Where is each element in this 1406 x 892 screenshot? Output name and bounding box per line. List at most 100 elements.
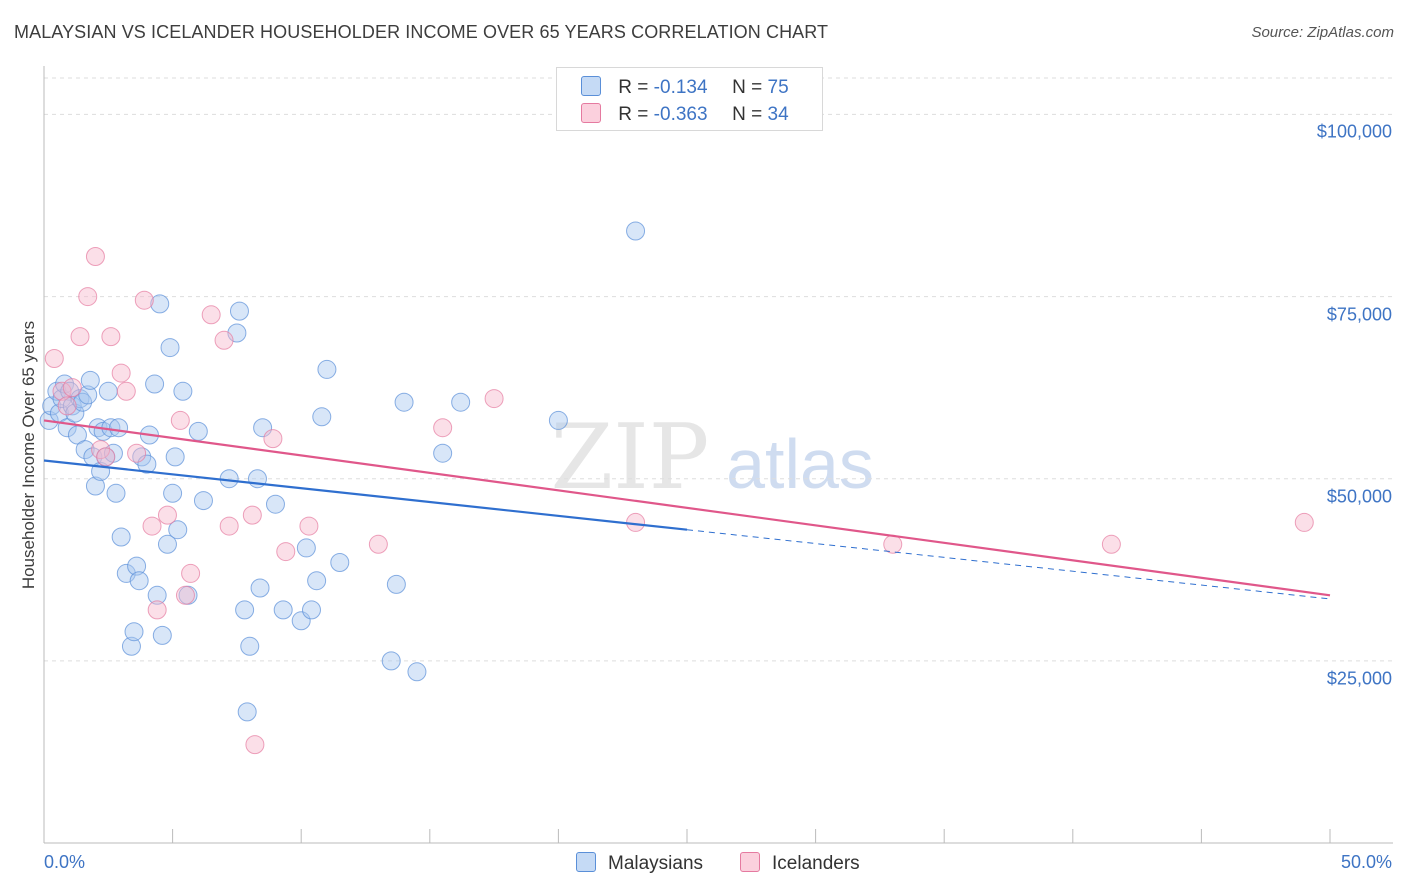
point-malaysians — [145, 374, 165, 394]
point-icelanders — [78, 287, 98, 307]
n-label: N = — [732, 104, 763, 125]
point-icelanders — [242, 505, 262, 525]
chart-source: Source: ZipAtlas.com — [1251, 24, 1394, 41]
point-malaysians — [106, 483, 126, 503]
point-malaysians — [381, 651, 401, 671]
point-icelanders — [484, 389, 504, 409]
point-malaysians — [273, 600, 293, 620]
point-malaysians — [193, 491, 213, 511]
trend-lines — [43, 419, 1331, 600]
point-malaysians — [75, 440, 95, 460]
gridlines — [44, 77, 1393, 662]
trend-line-malaysians-extension — [686, 529, 1331, 600]
point-malaysians — [626, 221, 646, 241]
malaysians-legend-swatch — [576, 852, 596, 872]
point-icelanders — [368, 534, 388, 554]
trend-line-malaysians — [43, 459, 688, 531]
point-icelanders — [157, 505, 177, 525]
point-malaysians — [78, 385, 98, 405]
point-malaysians — [65, 403, 85, 423]
point-malaysians — [317, 359, 337, 379]
point-icelanders — [127, 443, 147, 463]
watermark-atlas: atlas — [726, 425, 874, 503]
y-tick-label: $75,000 — [1326, 304, 1392, 325]
point-icelanders — [170, 410, 190, 430]
x-tick-marks — [43, 829, 1331, 843]
point-malaysians — [433, 443, 453, 463]
point-malaysians — [235, 600, 255, 620]
point-icelanders — [134, 290, 154, 310]
point-malaysians — [127, 556, 147, 576]
point-malaysians — [168, 520, 188, 540]
n-value: 34 — [767, 104, 789, 125]
point-icelanders — [245, 735, 265, 755]
y-tick-label: $50,000 — [1326, 486, 1392, 507]
point-malaysians — [394, 392, 414, 412]
point-icelanders — [96, 447, 116, 467]
point-malaysians — [85, 476, 105, 496]
point-malaysians — [150, 294, 170, 314]
point-malaysians — [165, 447, 185, 467]
point-malaysians — [407, 662, 427, 682]
legend-label: Malaysians — [608, 853, 704, 874]
point-icelanders — [201, 305, 221, 325]
point-icelanders — [57, 396, 77, 416]
legend-item-icelanders: Icelanders — [740, 852, 860, 875]
point-malaysians — [42, 396, 62, 416]
point-malaysians — [237, 702, 257, 722]
point-malaysians — [147, 585, 167, 605]
point-malaysians — [330, 553, 350, 572]
legend-label: Icelanders — [772, 853, 860, 874]
point-malaysians — [160, 338, 180, 358]
watermark-zip: ZIP — [551, 405, 710, 510]
point-icelanders — [142, 516, 162, 536]
r-label: R = — [618, 77, 649, 98]
y-tick-label: $100,000 — [1316, 121, 1392, 142]
point-malaysians — [98, 381, 118, 401]
point-icelanders — [116, 381, 136, 401]
icelanders-legend-swatch — [740, 852, 760, 872]
point-malaysians — [188, 421, 208, 441]
x-tick-label-min: 0.0% — [44, 852, 86, 872]
point-icelanders — [276, 542, 296, 562]
point-malaysians — [124, 622, 144, 642]
point-icelanders — [263, 429, 283, 449]
stats-row-malaysians: R = -0.134 N = 75 — [581, 76, 789, 99]
point-icelanders — [433, 418, 453, 438]
points — [39, 221, 1314, 755]
legend-item-malaysians: Malaysians — [576, 852, 703, 875]
point-malaysians — [240, 636, 260, 656]
malaysians-swatch — [581, 76, 601, 96]
chart-title: MALAYSIAN VS ICELANDER HOUSEHOLDER INCOM… — [14, 22, 829, 42]
icelanders-swatch — [581, 103, 601, 123]
point-malaysians — [121, 636, 141, 656]
n-value: 75 — [767, 77, 789, 98]
stats-legend: R = -0.134 N = 75 R = -0.363 N = 34 — [556, 67, 823, 131]
point-icelanders — [85, 247, 105, 266]
r-label: R = — [618, 104, 649, 125]
point-icelanders — [111, 363, 131, 383]
point-icelanders — [214, 330, 234, 350]
point-icelanders — [219, 516, 239, 536]
point-icelanders — [70, 327, 90, 347]
point-malaysians — [111, 527, 131, 547]
point-malaysians — [60, 381, 80, 401]
point-icelanders — [175, 585, 195, 605]
point-malaysians — [163, 483, 183, 503]
point-malaysians — [548, 410, 568, 430]
trend-line-icelanders — [43, 419, 1331, 597]
point-malaysians — [80, 370, 100, 390]
point-icelanders — [299, 516, 319, 536]
point-malaysians — [173, 381, 193, 401]
point-icelanders — [1294, 512, 1314, 532]
x-tick-label-max: 50.0% — [1340, 852, 1392, 872]
point-icelanders — [101, 327, 121, 347]
n-label: N = — [732, 77, 763, 98]
point-malaysians — [250, 578, 270, 598]
point-malaysians — [109, 418, 129, 438]
point-icelanders — [44, 349, 64, 368]
point-icelanders — [883, 534, 903, 554]
stats-row-icelanders: R = -0.363 N = 34 — [581, 103, 789, 126]
point-malaysians — [152, 625, 172, 645]
